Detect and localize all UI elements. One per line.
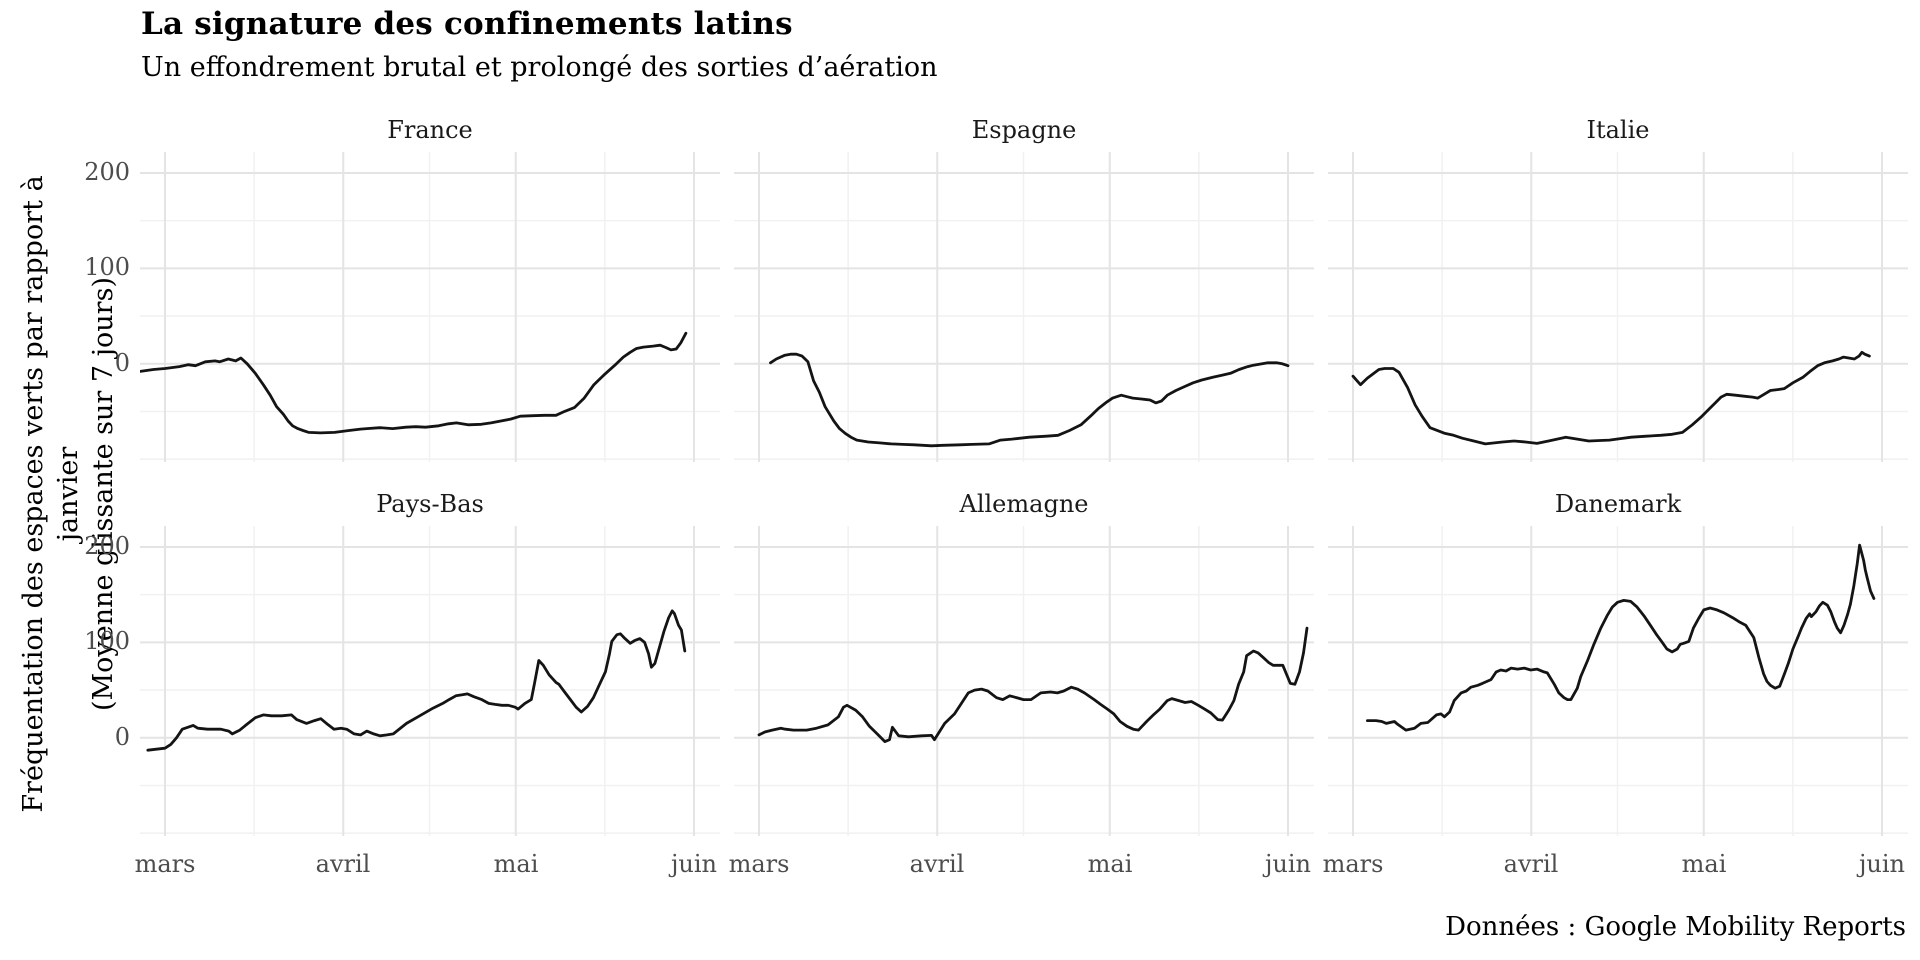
data-line-italie [1351, 350, 1871, 446]
facet-strip-italie: Italie [1586, 116, 1650, 144]
facet-strip-danemark: Danemark [1554, 490, 1682, 518]
data-line-danemark [1366, 543, 1876, 732]
facet-panel-espagne [734, 152, 1314, 462]
data-line-france [140, 331, 688, 435]
x-tick-label-col2-juin: juin [1264, 850, 1312, 878]
facet-strip-pays-bas: Pays-Bas [376, 490, 484, 518]
facet-panel-italie [1328, 152, 1908, 462]
x-tick-label-col2-mai: mai [1087, 850, 1133, 878]
x-tick-label-col1-mars: mars [134, 850, 196, 878]
facet-panel-france [140, 152, 720, 462]
y-tick-label-row1-100: 100 [84, 253, 130, 281]
facet-panel-allemagne [734, 526, 1314, 836]
y-tick-label-row2-0: 0 [114, 723, 130, 751]
x-tick-label-col3-mars: mars [1322, 850, 1384, 878]
facet-strip-espagne: Espagne [971, 116, 1077, 144]
facet-panel-danemark [1328, 526, 1908, 836]
data-line-allemagne [757, 626, 1309, 744]
x-tick-label-col2-avril: avril [909, 850, 965, 878]
facet-strip-france: France [387, 116, 473, 144]
y-tick-label-row2-200: 200 [84, 532, 130, 560]
x-tick-label-col3-avril: avril [1503, 850, 1559, 878]
y-tick-label-row1-200: 200 [84, 158, 130, 186]
data-source-caption: Données : Google Mobility Reports [1445, 912, 1906, 942]
y-tick-label-row2-100: 100 [84, 627, 130, 655]
data-line-espagne [769, 352, 1290, 448]
x-tick-label-col3-juin: juin [1858, 850, 1906, 878]
chart-title: La signature des confinements latins [141, 6, 793, 42]
x-tick-label-col1-avril: avril [315, 850, 371, 878]
facet-panel-pays-bas [140, 526, 720, 836]
x-tick-label-col1-mai: mai [493, 850, 539, 878]
chart-subtitle: Un effondrement brutal et prolongé des s… [141, 52, 938, 83]
x-tick-label-col3-mai: mai [1681, 850, 1727, 878]
x-tick-label-col2-mars: mars [728, 850, 790, 878]
y-tick-label-row1-0: 0 [114, 349, 130, 377]
x-tick-label-col1-juin: juin [670, 850, 718, 878]
data-line-pays-bas [146, 609, 687, 752]
facet-strip-allemagne: Allemagne [959, 490, 1089, 518]
